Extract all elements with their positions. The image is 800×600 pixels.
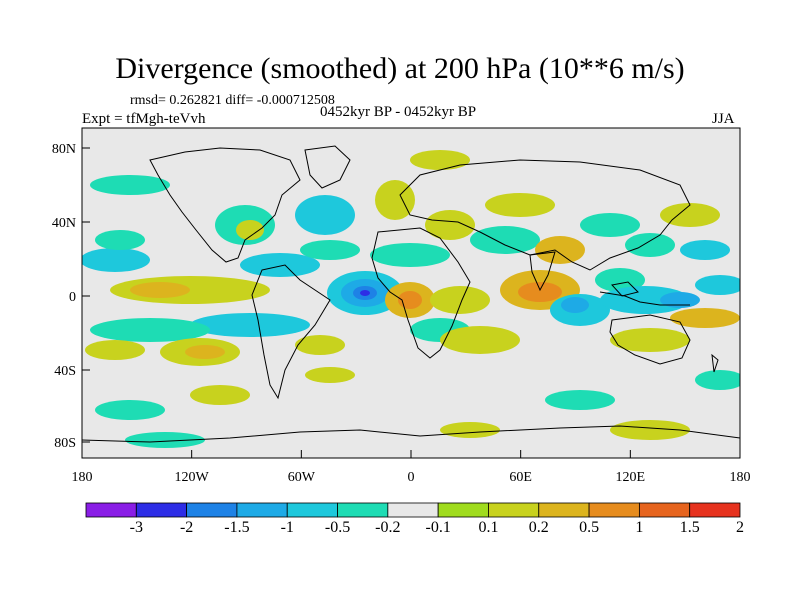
colorbar-swatch — [588, 502, 640, 518]
experiment-label: Expt = tfMgh-teVvh — [82, 111, 206, 127]
colorbar-swatch — [638, 502, 691, 518]
colorbar-label: -0.5 — [325, 519, 350, 536]
colorbar-label: -3 — [130, 519, 143, 536]
stats-line: rmsd= 0.262821 diff= -0.000712508 — [130, 93, 335, 108]
longitude-axis: 180 120W 60W 0 60E 120E 180 — [72, 450, 751, 485]
lon-tick-label: 120E — [616, 470, 646, 485]
colorbar-label: -1 — [281, 519, 294, 536]
colorbar-swatch — [135, 502, 188, 518]
lat-tick-label: 80S — [54, 436, 76, 451]
map-title: Divergence (smoothed) at 200 hPa (10**6 … — [115, 52, 685, 85]
colorbar-label: 0.2 — [529, 519, 549, 536]
colorbar-swatch — [488, 502, 540, 518]
colorbar: -3 -2 -1.5 -1 -0.5 -0.2 -0.1 0.1 0.2 0.5 1 1.5 2 — [85, 502, 744, 536]
lat-tick-label: 40N — [52, 216, 76, 231]
colorbar-label: 1 — [635, 519, 643, 536]
colorbar-label: 0.1 — [478, 519, 498, 536]
colorbar-label: -0.1 — [425, 519, 450, 536]
lon-tick-label: 180 — [730, 470, 751, 485]
colorbar-label: 1.5 — [680, 519, 700, 536]
lon-tick-label: 0 — [408, 470, 415, 485]
colorbar-swatch — [186, 502, 238, 518]
colorbar-swatch — [437, 502, 489, 518]
season-label: JJA — [712, 111, 735, 127]
period-label: 0452kyr BP - 0452kyr BP — [320, 104, 477, 120]
lon-tick-label: 120W — [175, 470, 210, 485]
lat-tick-label: 0 — [69, 290, 76, 305]
colorbar-label: -2 — [180, 519, 193, 536]
colorbar-swatch — [387, 502, 439, 518]
colorbar-swatch — [689, 502, 741, 518]
colorbar-label: 2 — [736, 519, 744, 536]
lon-tick-label: 60E — [509, 470, 532, 485]
colorbar-swatch — [85, 502, 137, 518]
latitude-axis: 80N 40N 0 40S 80S — [52, 142, 90, 451]
colorbar-swatch — [286, 502, 338, 518]
map-plot-area — [82, 128, 740, 458]
coastlines — [82, 145, 740, 443]
colorbar-swatch — [538, 502, 590, 518]
divergence-field — [82, 150, 740, 448]
lon-tick-label: 60W — [288, 470, 316, 485]
lat-tick-label: 40S — [54, 364, 76, 379]
colorbar-swatch — [337, 502, 389, 518]
colorbar-swatch — [236, 502, 288, 518]
lon-tick-label: 180 — [72, 470, 93, 485]
lat-tick-label: 80N — [52, 142, 76, 157]
colorbar-label: 0.5 — [579, 519, 599, 536]
colorbar-label: -0.2 — [375, 519, 400, 536]
colorbar-label: -1.5 — [224, 519, 249, 536]
